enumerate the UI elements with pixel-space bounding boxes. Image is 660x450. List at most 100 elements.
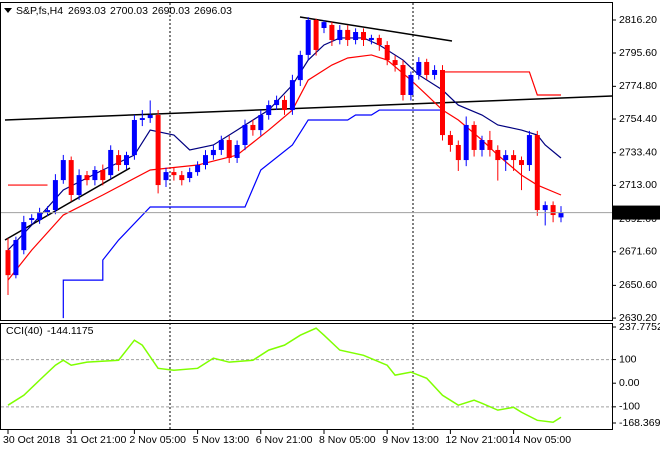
y-tick-label: -100 — [619, 401, 640, 413]
indicator-line — [7, 327, 562, 423]
candle-body — [384, 44, 390, 61]
candle-body — [432, 69, 438, 75]
candle-body — [479, 140, 485, 150]
candle-body — [511, 155, 517, 161]
candle-body — [171, 172, 177, 176]
candle-body — [45, 210, 50, 212]
candle-body — [52, 180, 58, 211]
candle-body — [542, 205, 548, 211]
candle-body — [329, 24, 335, 41]
y-tick-label: 237.7752 — [619, 321, 660, 333]
last-high: 2700.03 — [110, 5, 148, 17]
candle-body — [455, 144, 461, 161]
candle-body — [124, 155, 129, 166]
candle-body — [305, 19, 311, 55]
y-tick-label: 2713.00 — [619, 179, 657, 191]
candle-body — [337, 29, 343, 41]
y-tick-label: -168.3699 — [619, 417, 660, 429]
symbol: S&P,fs,H4 — [16, 5, 63, 17]
x-tick-label: 14 Nov 05:00 — [509, 434, 572, 446]
y-tick-label: 2733.40 — [619, 146, 657, 158]
candle-body — [155, 115, 161, 186]
candle-body — [218, 140, 224, 150]
candle-body — [258, 115, 264, 131]
candle-body — [266, 105, 272, 116]
y-tick-label: 2795.60 — [619, 47, 657, 59]
candle-body — [179, 175, 185, 181]
candle-body — [195, 165, 201, 173]
candle-body — [471, 124, 477, 150]
y-tick-label: 0.00 — [619, 377, 640, 389]
indicator-line — [62, 109, 443, 319]
cci-value: -144.1175 — [47, 325, 94, 337]
trend-line — [299, 16, 453, 42]
candle-body — [116, 155, 122, 166]
trend-line — [4, 95, 613, 121]
last-low: 2690.03 — [152, 5, 190, 17]
main-frame — [0, 2, 613, 321]
indicator-line — [442, 71, 561, 96]
candle-body — [68, 160, 74, 195]
x-tick-label: 2 Nov 05:00 — [129, 434, 186, 446]
candle-body — [250, 124, 256, 131]
candle-body — [21, 222, 27, 251]
candle-body — [289, 80, 295, 111]
candle-body — [203, 155, 208, 166]
candle-body — [558, 212, 564, 218]
candle-body — [376, 37, 382, 45]
candle-body — [163, 172, 169, 181]
candle-body — [84, 175, 90, 181]
x-tick-label: 9 Nov 13:00 — [382, 434, 439, 446]
price-tag — [613, 205, 660, 220]
last-close: 2696.03 — [194, 5, 232, 17]
candle-body — [416, 61, 422, 75]
indicator-line — [7, 54, 562, 281]
candle-body — [108, 149, 114, 176]
candle-body — [313, 19, 319, 50]
y-tick-label: 2671.60 — [619, 246, 657, 258]
y-tick-label: 2630.20 — [619, 312, 657, 324]
candle-body — [226, 140, 232, 158]
candle-body — [242, 124, 248, 145]
candle-body — [234, 144, 240, 158]
candle-body — [503, 155, 509, 161]
candle-body — [282, 99, 287, 111]
candle-body — [368, 37, 374, 41]
y-tick-label: 2650.60 — [619, 279, 657, 291]
candle-body — [526, 135, 532, 166]
candle-body — [550, 205, 556, 216]
candle-body — [447, 135, 453, 145]
candle-body — [361, 32, 366, 41]
candle-body — [29, 218, 35, 220]
candle-body — [139, 118, 145, 120]
indicator-line — [7, 37, 562, 251]
candle-body — [495, 149, 501, 161]
cci-frame — [0, 323, 613, 430]
candle-body — [210, 149, 216, 156]
price-tag-label: 2696.03 — [619, 206, 657, 218]
candle-body — [60, 160, 66, 181]
candle-body — [353, 32, 359, 41]
cci-title: CCI(40) — [6, 325, 43, 337]
candle-body — [400, 65, 406, 95]
candle-body — [424, 61, 430, 75]
y-tick-label: 2754.40 — [619, 113, 657, 125]
header-icon — [4, 8, 12, 13]
candle-body — [274, 99, 280, 106]
x-tick-label: 12 Nov 21:00 — [445, 434, 508, 446]
candle-body — [321, 22, 327, 29]
y-tick-label: 2774.80 — [619, 80, 657, 92]
y-tick-label: 100 — [619, 353, 637, 365]
candle-body — [92, 169, 98, 181]
candle-body — [408, 74, 414, 95]
candle-body — [297, 54, 303, 81]
candle-body — [487, 140, 493, 150]
candle-body — [76, 175, 82, 195]
candle-body — [463, 124, 469, 161]
last-open: 2693.03 — [68, 5, 106, 17]
x-tick-label: 6 Nov 21:00 — [256, 434, 313, 446]
candle-body — [13, 240, 19, 276]
candle-body — [534, 135, 540, 211]
